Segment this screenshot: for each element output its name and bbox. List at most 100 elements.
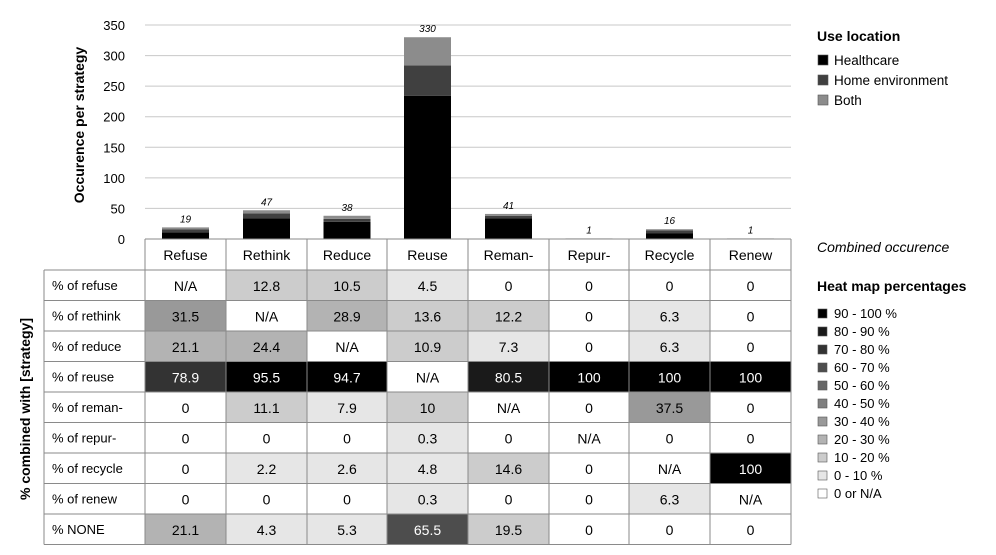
bar-total-label: 1 [586, 225, 592, 236]
heatmap-cell-value: N/A [497, 400, 521, 416]
heatmap-cell [226, 514, 307, 545]
heat-legend-swatch [817, 416, 828, 427]
heatmap-cell-value: 0 [505, 431, 513, 447]
y-tick-label: 350 [103, 18, 125, 33]
heatmap-cell [549, 514, 629, 545]
heatmap-cell-value: 65.5 [414, 522, 441, 538]
heat-legend-swatch [817, 452, 828, 463]
heatmap-cell [226, 483, 307, 514]
heatmap-cell-value: 6.3 [660, 309, 680, 325]
heatmap-cell-value: 0 [747, 431, 755, 447]
heatmap-cell-value: 10.5 [333, 278, 360, 294]
heat-legend-label: 10 - 20 % [834, 450, 890, 465]
legend-label: Both [834, 93, 862, 108]
heatmap-cell-value: 0 [585, 492, 593, 508]
heatmap-cell [387, 514, 468, 545]
heatmap-cell-value: 0 [585, 400, 593, 416]
legend-label: Healthcare [834, 53, 899, 68]
heat-legend-label: 0 or N/A [834, 486, 882, 501]
heat-legend-label: 50 - 60 % [834, 378, 890, 393]
heatmap-cell-value: 0 [747, 309, 755, 325]
row-label: % NONE [52, 522, 105, 537]
heatmap-cell [710, 300, 791, 331]
column-header-renew: Renew [729, 247, 773, 263]
heatmap-cell [468, 453, 549, 484]
heatmap-cell [629, 422, 710, 453]
heatmap-cell-value: 100 [658, 370, 682, 386]
heatmap-cell-value: 0 [585, 522, 593, 538]
heatmap-cell-value: 0 [505, 278, 513, 294]
heatmap-cell [549, 331, 629, 362]
heatmap-cell [307, 300, 387, 331]
heatmap-cell [710, 422, 791, 453]
heatmap-cell [226, 392, 307, 423]
bar-segment-reman-healthcare [485, 218, 532, 239]
heatmap-cell-value: 11.1 [253, 400, 279, 416]
heatmap-cell-value: 6.3 [660, 492, 680, 508]
heatmap-cell [145, 422, 226, 453]
heatmap-cell [307, 422, 387, 453]
heatmap-cell [387, 361, 468, 392]
y-tick-label: 100 [103, 171, 125, 186]
heatmap-cell [226, 422, 307, 453]
use-location-legend-title: Use location [817, 28, 900, 44]
heatmap-cell-value: N/A [335, 339, 359, 355]
heatmap-cell-value: 0 [666, 278, 674, 294]
heatmap-cell [629, 453, 710, 484]
heatmap-cell [468, 392, 549, 423]
heatmap-cell-value: 0 [182, 461, 190, 477]
y-axis-title: Occurence per strategy [71, 47, 87, 204]
bar-segment-refuse-both [162, 227, 209, 230]
heatmap-cell [710, 361, 791, 392]
heatmap-cell [468, 422, 549, 453]
heat-legend-label: 60 - 70 % [834, 360, 890, 375]
heatmap-cell-value: 0 [343, 431, 351, 447]
heatmap-cell-value: 0 [747, 278, 755, 294]
heatmap-cell [387, 453, 468, 484]
heatmap-cell [549, 392, 629, 423]
column-header-recycle: Recycle [645, 247, 695, 263]
bar-segment-reuse-home-environment [404, 65, 451, 96]
heat-legend-swatch [817, 326, 828, 337]
bars [162, 37, 774, 239]
heatmap-cell-value: 95.5 [253, 370, 280, 386]
heatmap-cell [226, 331, 307, 362]
use-location-legend: Healthcare Home environment Both [817, 53, 948, 108]
row-label: % of rethink [52, 309, 121, 324]
heatmap-cell-value: 4.8 [418, 461, 438, 477]
legend-swatch-both [817, 94, 829, 106]
heatmap-cell-value: 0 [585, 339, 593, 355]
legend-swatch-home-environment [817, 74, 829, 86]
bar-total-label: 1 [748, 225, 754, 236]
heatmap-cell [387, 422, 468, 453]
heat-legend-swatch [817, 362, 828, 373]
heatmap-cell-value: 10 [420, 400, 436, 416]
heatmap-cell-value: 0 [747, 522, 755, 538]
heatmap-cell [387, 300, 468, 331]
heatmap-cell [629, 392, 710, 423]
heatmap-cell-value: 2.6 [337, 461, 357, 477]
column-header-refuse: Refuse [163, 247, 208, 263]
heatmap-cell [629, 514, 710, 545]
heatmap-cell-value: 0 [585, 309, 593, 325]
bar-segment-reduce-healthcare [323, 221, 371, 239]
bar-total-label: 38 [341, 203, 353, 214]
row-label: % of refuse [52, 278, 118, 293]
heatmap-cell-value: 5.3 [337, 522, 357, 538]
heatmap-cell-value: 4.3 [257, 522, 277, 538]
heatmap-cell-value: 0 [747, 400, 755, 416]
row-label: % of reman- [52, 400, 123, 415]
heatmap-cell [468, 300, 549, 331]
heat-legend-label: 90 - 100 % [834, 306, 897, 321]
heatmap-cell [387, 331, 468, 362]
heatmap-table: Refuse Rethink Reduce Reuse Reman- Repur- Recy… [43, 238, 792, 545]
heatmap-cell-value: 0 [182, 400, 190, 416]
heatmap-cell-value: 2.2 [257, 461, 277, 477]
heatmap-cell [307, 514, 387, 545]
heatmap-cell-value: 13.6 [414, 309, 441, 325]
row-label: % of reduce [52, 339, 121, 354]
y-tick-label: 150 [103, 140, 125, 155]
heatmap-cell [145, 392, 226, 423]
heatmap-cell-value: N/A [255, 309, 279, 325]
